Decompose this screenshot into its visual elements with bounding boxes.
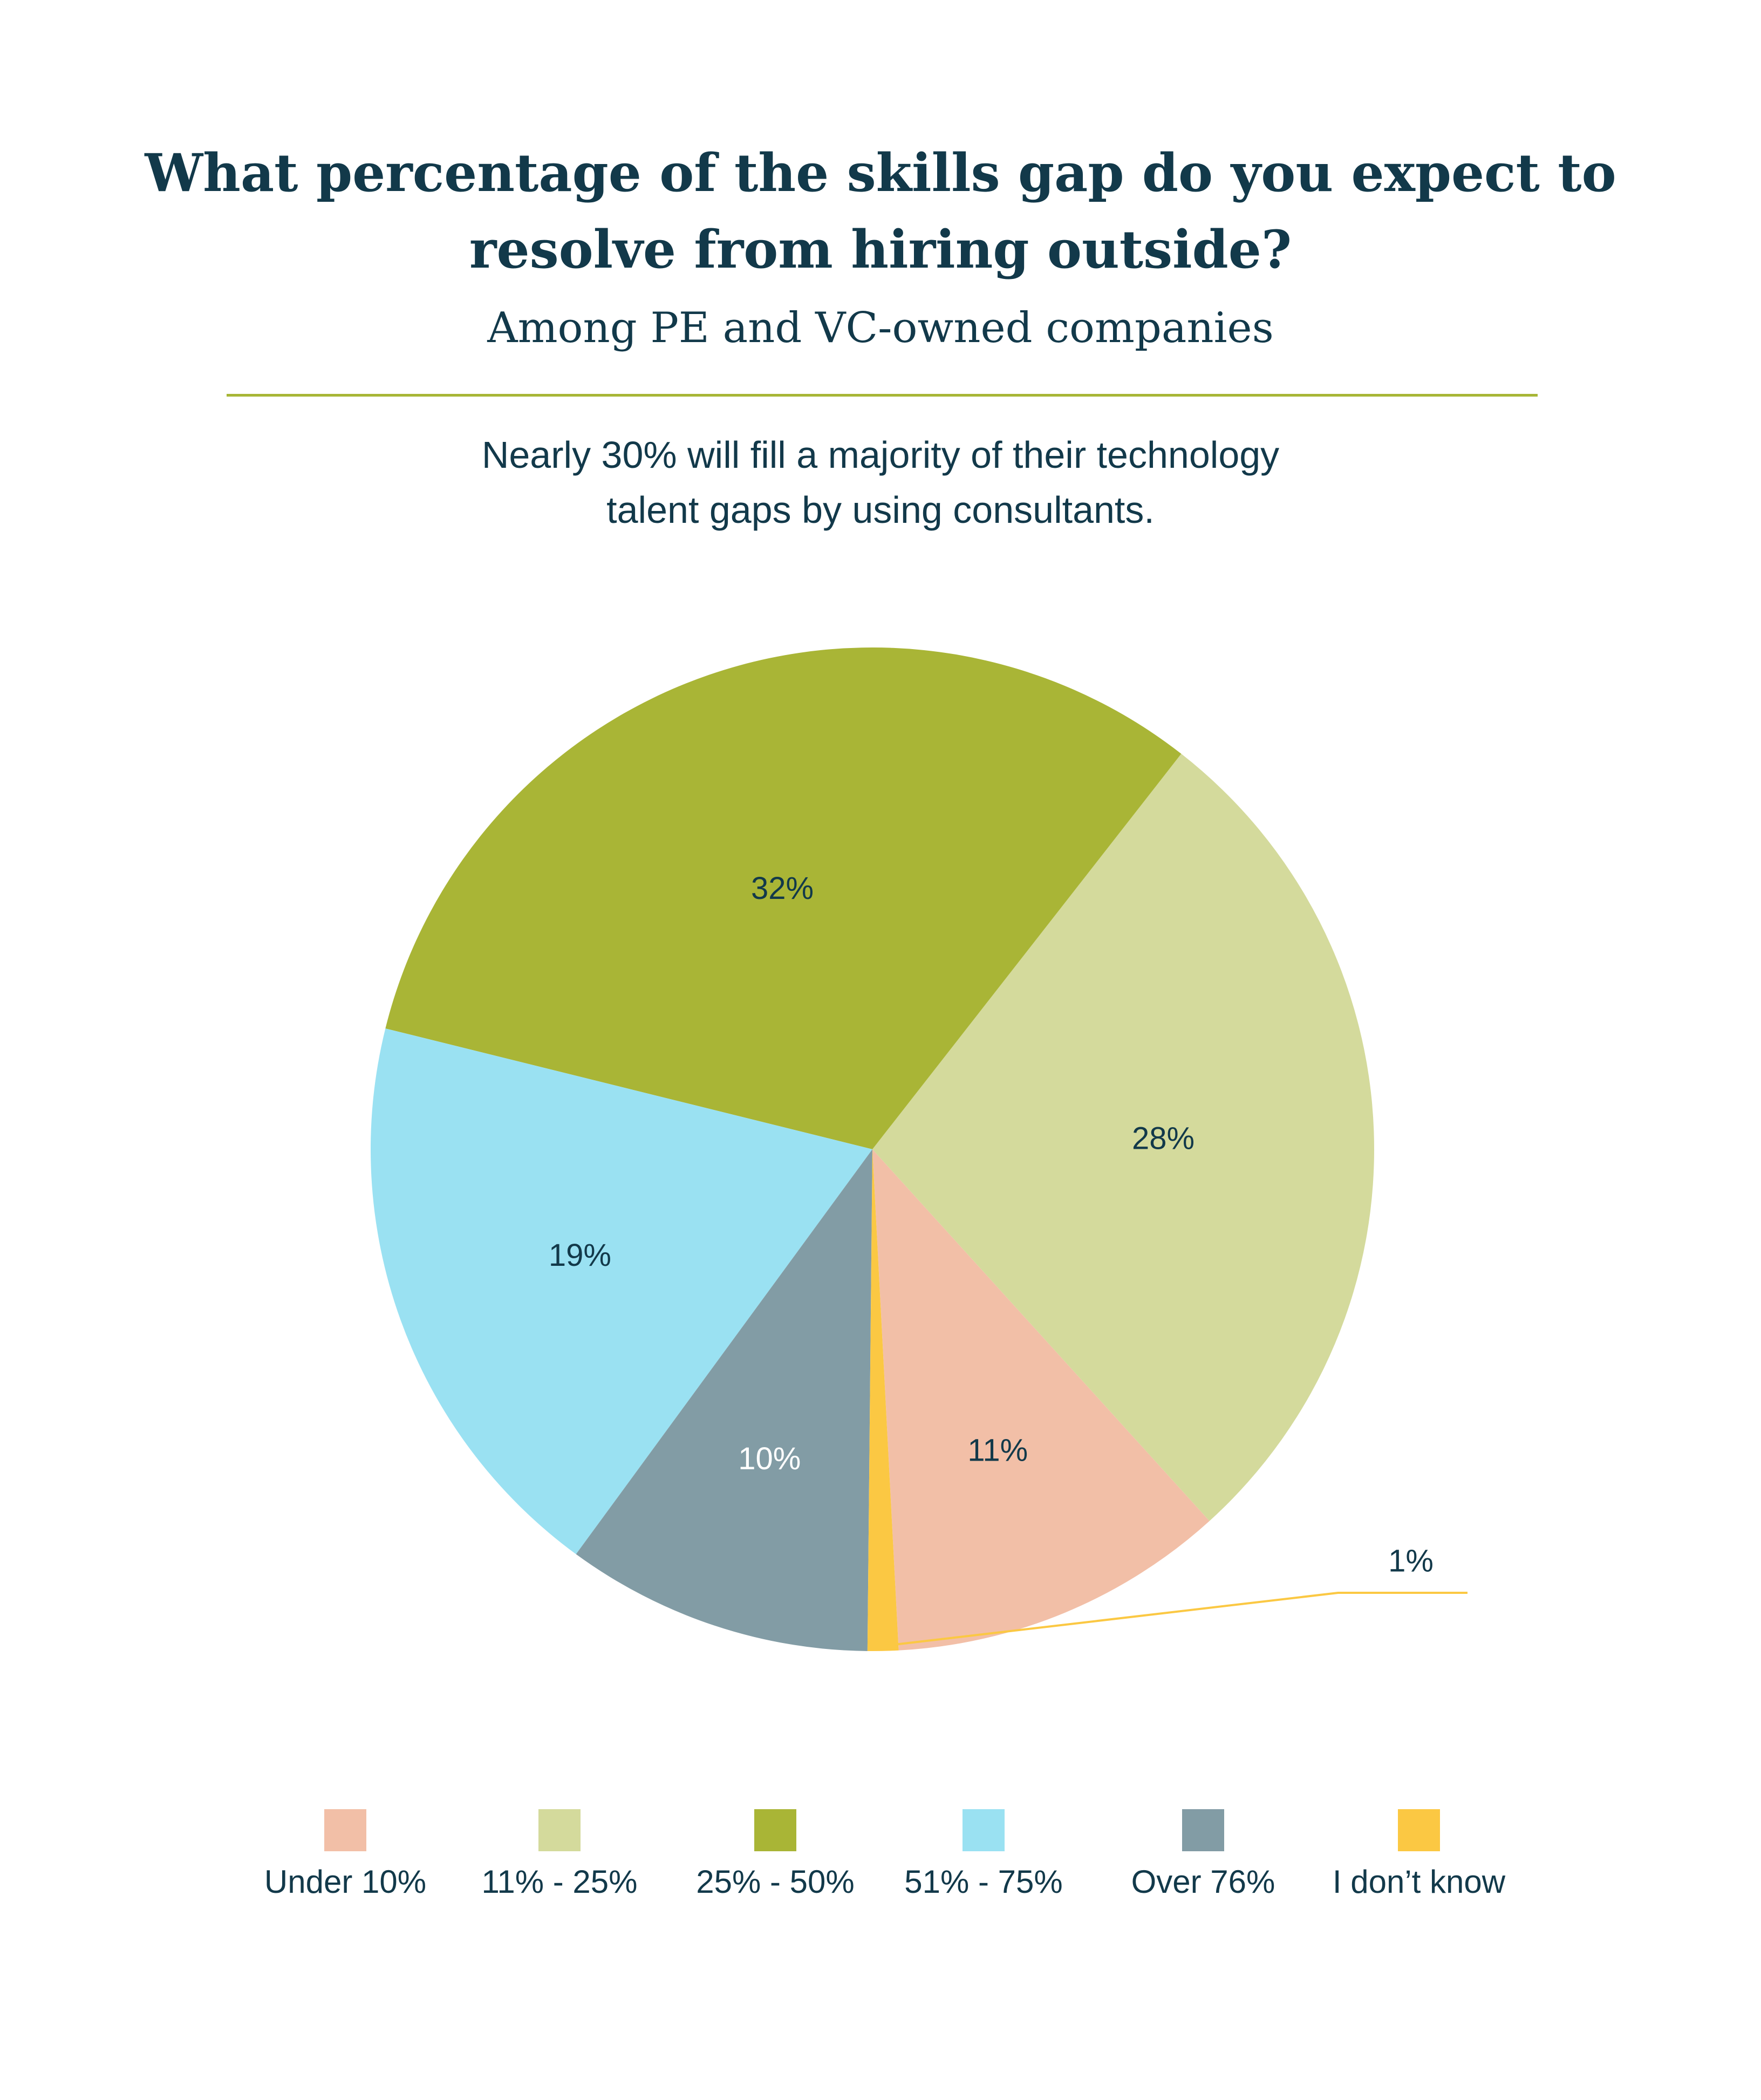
chart-title: What percentage of the skills gap do you…: [0, 135, 1761, 288]
slice-label-11-25: 28%: [1132, 1121, 1195, 1156]
legend-swatch-dont-know: [1398, 1809, 1440, 1851]
slice-label-under-10: 11%: [967, 1433, 1028, 1468]
slice-label-25-50: 32%: [751, 871, 814, 906]
slice-label-dont-know: 1%: [1388, 1544, 1434, 1579]
chart-note: Nearly 30% will fill a majority of their…: [0, 427, 1761, 537]
divider-rule: [227, 394, 1538, 397]
pie-slice-51-75: [370, 1028, 872, 1554]
slice-label-over-76: 10%: [738, 1441, 801, 1476]
slice-label-51-75: 19%: [549, 1238, 611, 1273]
pie-slice-11-25: [872, 754, 1375, 1521]
legend-swatch-under-10: [324, 1809, 366, 1851]
chart-note-line1: Nearly 30% will fill a majority of their…: [481, 434, 1280, 476]
legend-swatch-11-25: [538, 1809, 581, 1851]
chart-title-line2: resolve from hiring outside?: [469, 219, 1292, 280]
chart-title-line1: What percentage of the skills gap do you…: [145, 142, 1616, 203]
chart-subtitle: Among PE and VC-owned companies: [487, 304, 1274, 352]
legend-label-25-50: 25% - 50%: [696, 1864, 855, 1900]
pie-slice-under-10: [872, 1149, 1210, 1651]
legend-label-over-76: Over 76%: [1131, 1864, 1275, 1900]
legend-label-under-10: Under 10%: [264, 1864, 427, 1900]
pie-slice-over-76: [576, 1149, 872, 1651]
legend-swatch-over-76: [1182, 1809, 1224, 1851]
legend-swatch-25-50: [754, 1809, 796, 1851]
legend-label-51-75: 51% - 75%: [904, 1864, 1063, 1900]
chart-note-line2: talent gaps by using consultants.: [606, 489, 1155, 531]
pie-slice-25-50: [385, 647, 1182, 1149]
pie-slice-dont-know: [867, 1149, 899, 1651]
leader-line-dont-know: [883, 1592, 1468, 1647]
legend-label-11-25: 11% - 25%: [481, 1864, 638, 1900]
legend-swatch-51-75: [963, 1809, 1005, 1851]
legend-label-dont-know: I don’t know: [1332, 1864, 1506, 1900]
